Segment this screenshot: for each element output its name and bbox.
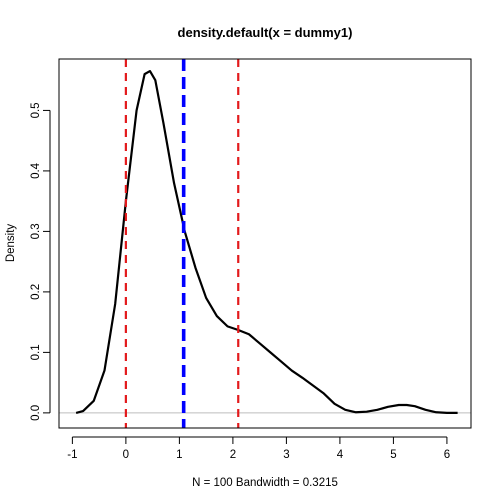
x-tick-label: 3 bbox=[283, 449, 289, 461]
plot-frame bbox=[58, 58, 472, 429]
y-axis-label: Density bbox=[5, 224, 17, 263]
x-tick-label: 4 bbox=[337, 449, 344, 461]
x-tick-label: 2 bbox=[230, 449, 236, 461]
x-tick-label: 0 bbox=[123, 449, 129, 461]
x-tick-label: 5 bbox=[390, 449, 396, 461]
chart-title: density.default(x = dummy1) bbox=[178, 25, 353, 40]
y-tick-label: 0.3 bbox=[30, 223, 42, 239]
y-tick-label: 0.5 bbox=[30, 102, 42, 118]
plot-content bbox=[59, 59, 471, 428]
x-tick-label: 6 bbox=[444, 449, 450, 461]
y-tick-label: 0.4 bbox=[30, 162, 42, 179]
y-tick-label: 0.2 bbox=[30, 284, 42, 300]
y-tick-label: 0.0 bbox=[30, 405, 42, 421]
x-tick-label: -1 bbox=[67, 449, 77, 461]
x-tick-label: 1 bbox=[176, 449, 182, 461]
density-curve bbox=[75, 69, 458, 414]
y-tick-label: 0.1 bbox=[30, 344, 42, 360]
x-axis-label: N = 100 Bandwidth = 0.3215 bbox=[192, 477, 338, 489]
